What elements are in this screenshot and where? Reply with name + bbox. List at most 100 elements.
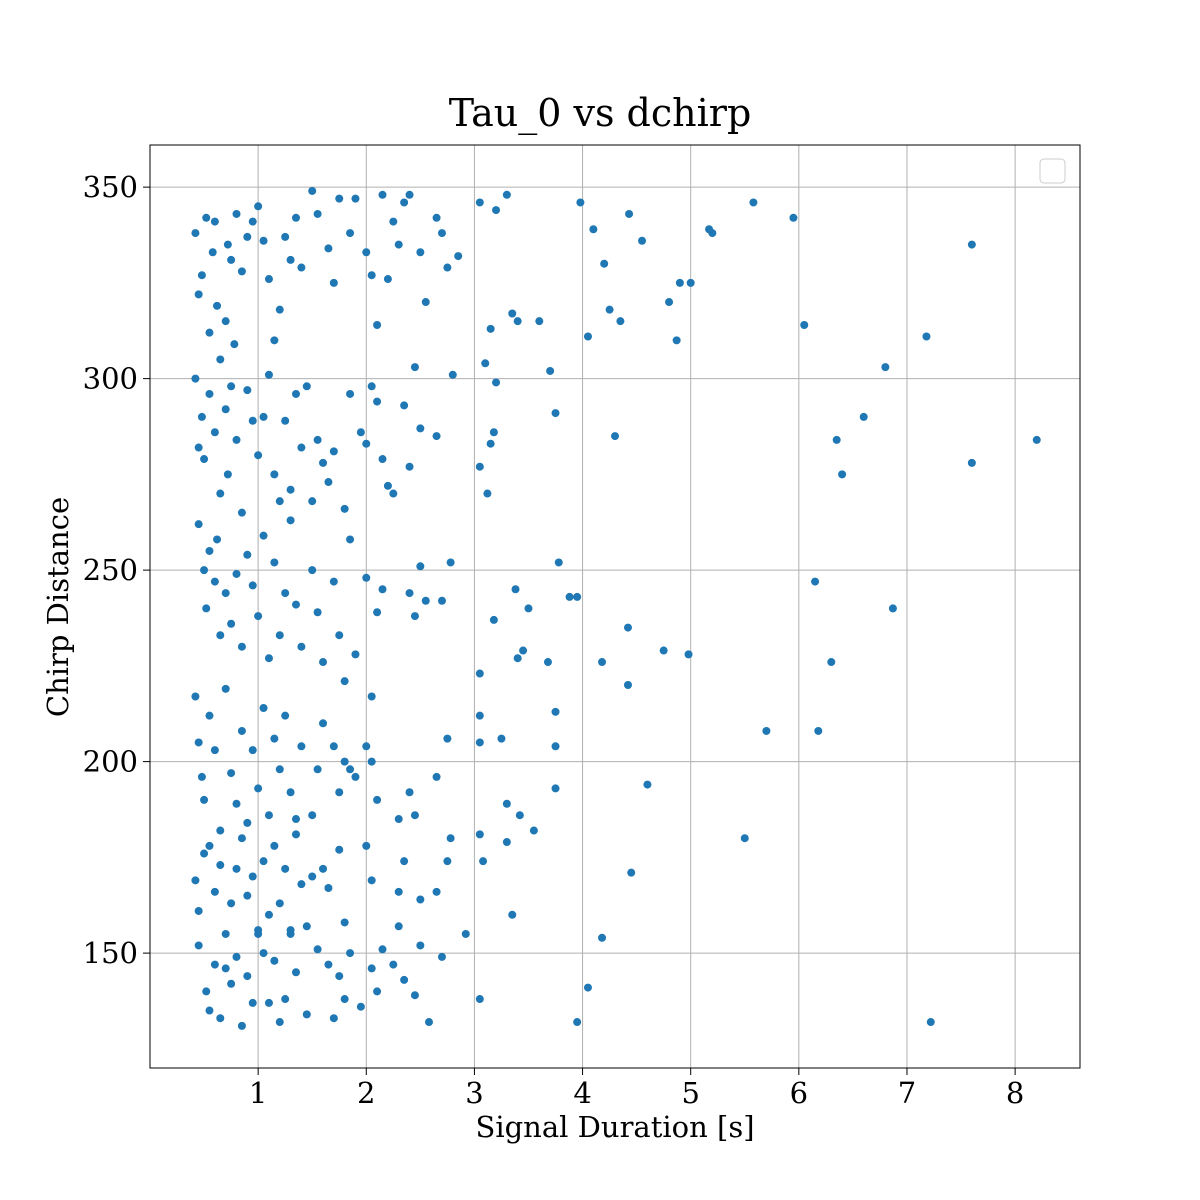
data-point <box>432 887 441 896</box>
data-point <box>749 198 758 207</box>
data-point <box>202 987 211 996</box>
x-tick-label: 4 <box>573 1076 591 1110</box>
data-point <box>623 681 632 690</box>
data-point <box>232 209 241 218</box>
y-tick-label: 250 <box>83 553 138 587</box>
data-point <box>492 378 501 387</box>
scatter-points <box>191 186 1041 1030</box>
data-point <box>324 478 333 487</box>
data-point <box>264 275 273 284</box>
y-tick-label: 150 <box>83 936 138 970</box>
data-point <box>489 428 498 437</box>
data-point <box>237 508 246 517</box>
data-point <box>237 726 246 735</box>
data-point <box>565 592 574 601</box>
data-point <box>367 692 376 701</box>
data-point <box>859 412 868 421</box>
data-point <box>313 608 322 617</box>
data-point <box>675 278 684 287</box>
data-point <box>740 834 749 843</box>
data-point <box>210 428 219 437</box>
data-point <box>432 772 441 781</box>
data-point <box>346 535 355 544</box>
data-point <box>446 558 455 567</box>
data-point <box>324 883 333 892</box>
data-point <box>475 995 484 1004</box>
data-point <box>421 596 430 605</box>
y-tick-label: 350 <box>83 170 138 204</box>
data-point <box>275 305 284 314</box>
data-point <box>221 589 230 598</box>
data-point <box>270 841 279 850</box>
x-tick-label: 8 <box>1006 1076 1024 1110</box>
data-point <box>362 248 371 257</box>
data-point <box>378 455 387 464</box>
data-point <box>313 209 322 218</box>
data-point <box>543 658 552 667</box>
data-point <box>270 336 279 345</box>
data-point <box>832 435 841 444</box>
data-point <box>362 439 371 448</box>
data-point <box>281 864 290 873</box>
data-point <box>340 995 349 1004</box>
data-point <box>264 998 273 1007</box>
data-point <box>227 979 236 988</box>
data-point <box>437 596 446 605</box>
data-point <box>967 240 976 249</box>
data-point <box>191 876 200 885</box>
data-point <box>297 443 306 452</box>
data-point <box>589 225 598 234</box>
data-point <box>340 918 349 927</box>
data-point <box>400 975 409 984</box>
x-tick-label: 6 <box>790 1076 808 1110</box>
data-point <box>684 650 693 659</box>
data-point <box>329 577 338 586</box>
data-point <box>416 895 425 904</box>
data-point <box>551 707 560 716</box>
data-point <box>475 738 484 747</box>
data-point <box>583 983 592 992</box>
data-point <box>202 604 211 613</box>
data-point <box>191 229 200 238</box>
data-point <box>497 734 506 743</box>
data-point <box>335 631 344 640</box>
data-point <box>275 1018 284 1027</box>
data-point <box>611 432 619 441</box>
data-point <box>598 658 607 667</box>
data-point <box>232 864 241 873</box>
data-point <box>437 229 446 238</box>
data-point <box>237 834 246 843</box>
data-point <box>486 439 495 448</box>
data-point <box>329 278 338 287</box>
data-point <box>197 412 206 421</box>
x-tick-label: 3 <box>465 1076 483 1110</box>
data-point <box>789 213 798 222</box>
data-point <box>519 646 528 655</box>
data-point <box>922 332 931 341</box>
data-point <box>800 321 809 330</box>
data-point <box>205 389 214 398</box>
data-point <box>319 719 328 728</box>
x-tick-label: 2 <box>357 1076 375 1110</box>
data-point <box>259 703 268 712</box>
data-point <box>248 416 257 425</box>
data-point <box>230 340 239 349</box>
data-point <box>319 458 328 467</box>
data-point <box>243 818 252 827</box>
data-point <box>432 432 441 441</box>
data-point <box>264 370 273 379</box>
data-point <box>416 562 425 571</box>
data-point <box>308 872 317 881</box>
data-point <box>967 458 976 467</box>
data-point <box>286 255 295 264</box>
data-point <box>446 834 455 843</box>
data-point <box>216 355 225 364</box>
data-point <box>373 397 382 406</box>
data-point <box>197 772 206 781</box>
data-point <box>410 363 419 372</box>
data-point <box>405 788 414 797</box>
data-point <box>223 470 232 479</box>
data-point <box>405 462 414 471</box>
data-point <box>248 998 257 1007</box>
